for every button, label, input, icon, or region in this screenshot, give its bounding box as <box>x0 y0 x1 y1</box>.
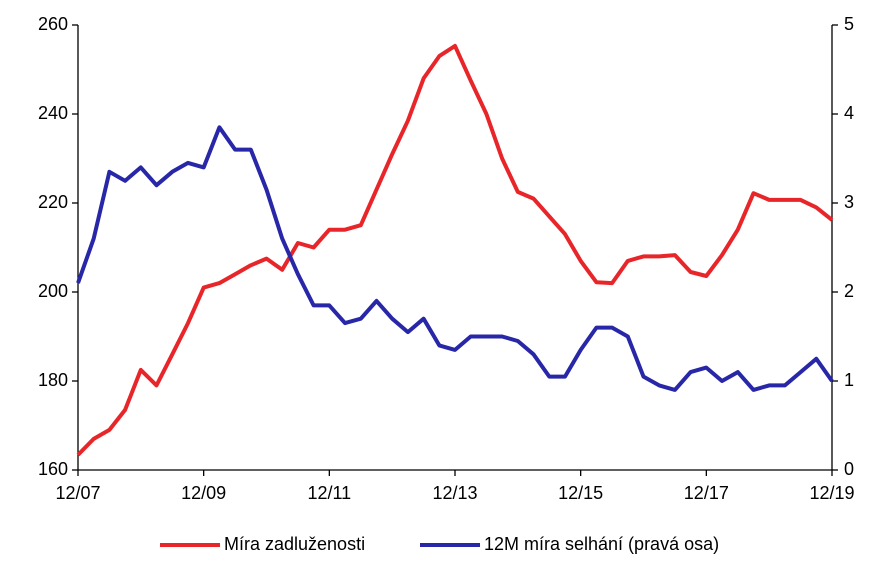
x-tick-label: 12/15 <box>558 483 603 503</box>
y-tick-label: 160 <box>38 459 68 479</box>
y-tick-label: 220 <box>38 192 68 212</box>
y-tick-label: 180 <box>38 370 68 390</box>
y-tick-label: 240 <box>38 103 68 123</box>
y-tick-label: 200 <box>38 281 68 301</box>
y-tick-label: 260 <box>38 14 68 34</box>
x-tick-label: 12/17 <box>684 483 729 503</box>
legend-label: Míra zadluženosti <box>224 534 365 554</box>
y2-tick-label: 1 <box>844 370 854 390</box>
series-line <box>76 125 834 392</box>
y2-tick-label: 4 <box>844 103 854 123</box>
x-tick-label: 12/13 <box>432 483 477 503</box>
x-tick-label: 12/11 <box>307 483 351 503</box>
x-tick-label: 12/07 <box>55 483 100 503</box>
y2-tick-label: 0 <box>844 459 854 479</box>
series-line <box>76 43 834 457</box>
x-tick-label: 12/19 <box>809 483 854 503</box>
y2-tick-label: 2 <box>844 281 854 301</box>
y2-tick-label: 3 <box>844 192 854 212</box>
y2-tick-label: 5 <box>844 14 854 34</box>
x-tick-label: 12/09 <box>181 483 226 503</box>
legend-label: 12M míra selhání (pravá osa) <box>484 534 719 554</box>
